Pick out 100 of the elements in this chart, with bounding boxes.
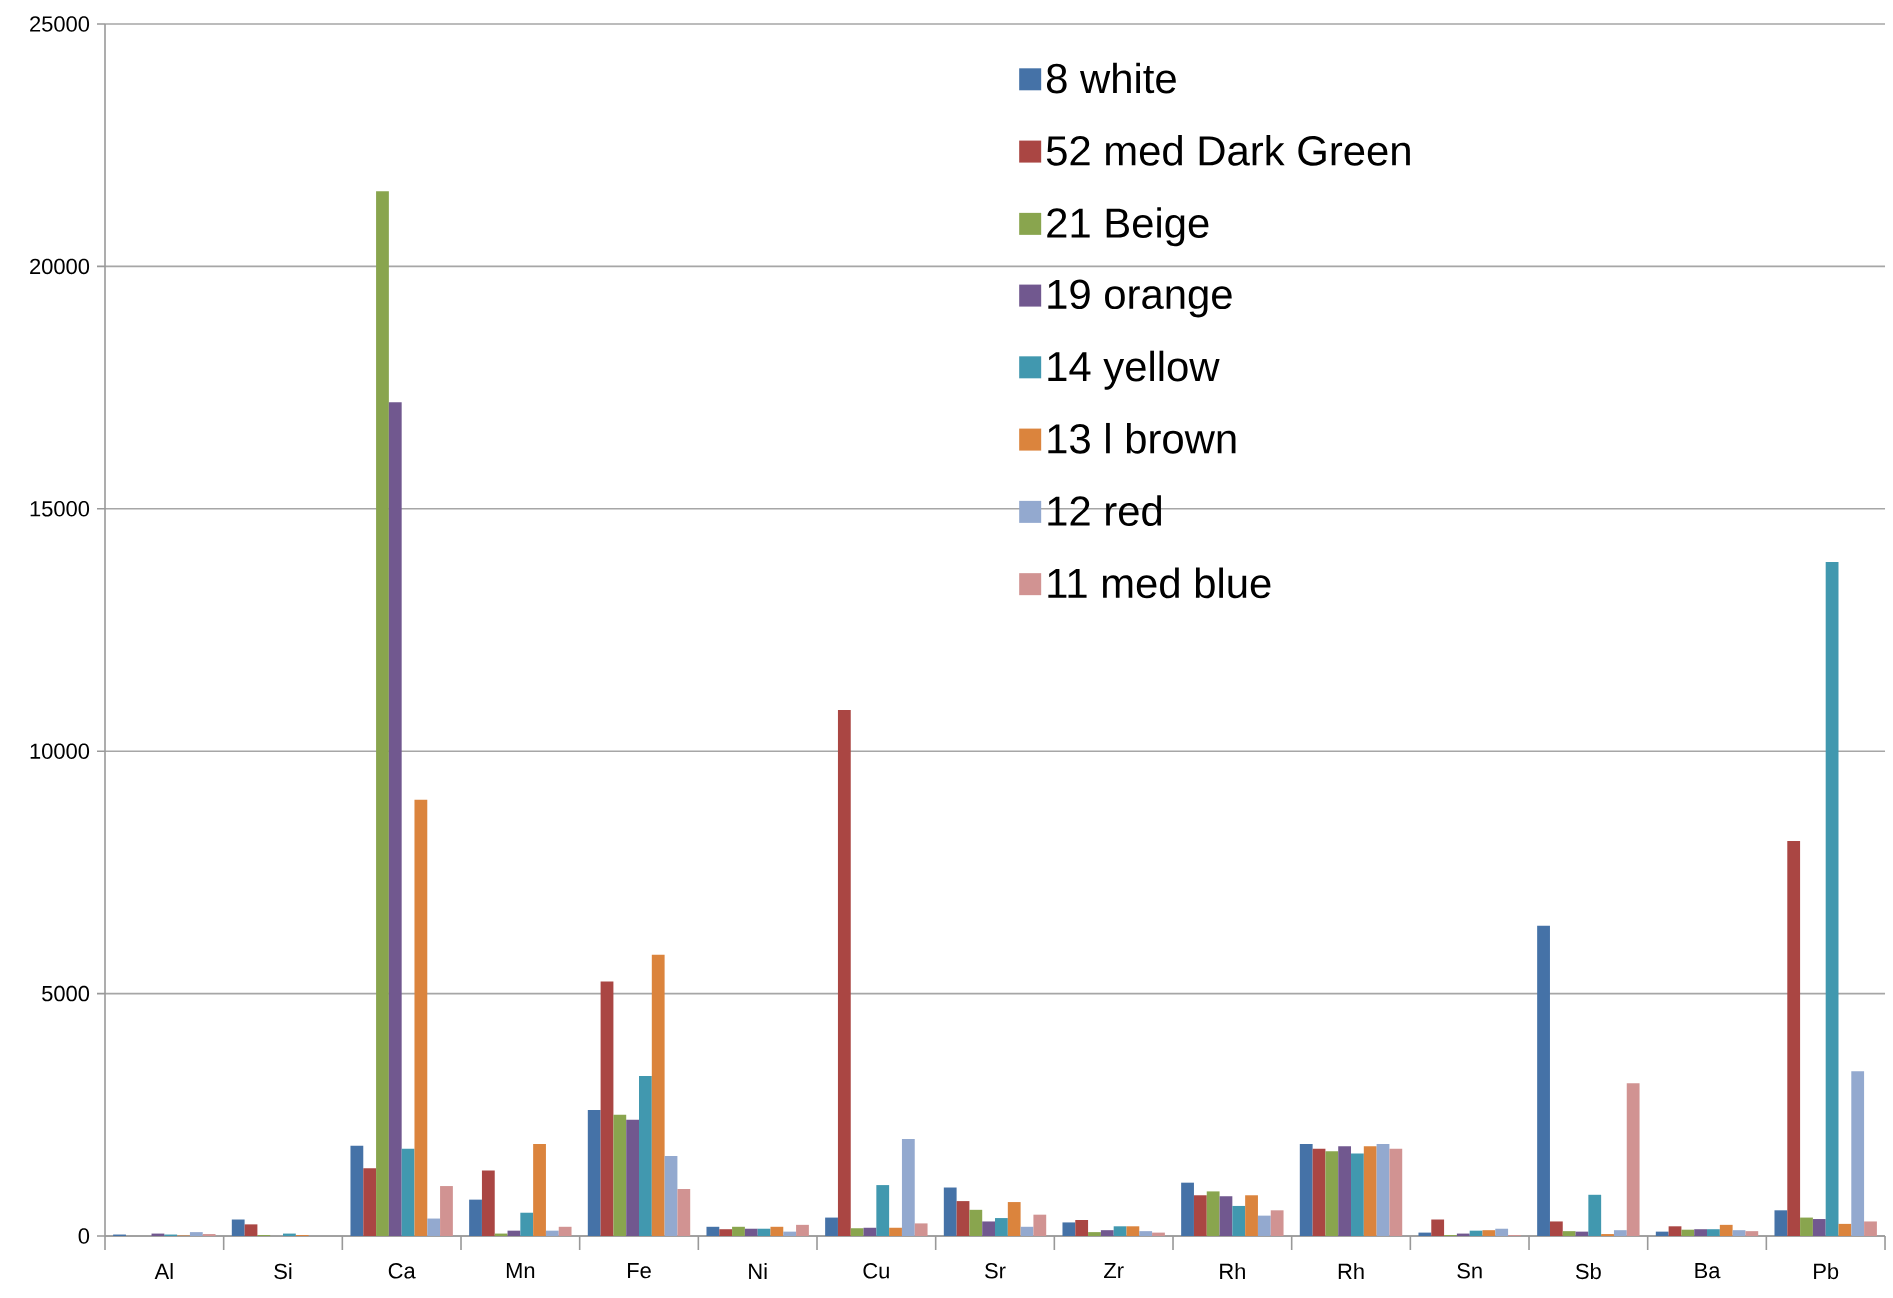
bar — [1681, 1229, 1695, 1236]
bar — [744, 1228, 758, 1236]
bar — [189, 1232, 203, 1236]
bar — [1588, 1194, 1602, 1236]
bar — [469, 1199, 482, 1236]
bar — [1562, 1231, 1576, 1236]
bar — [1495, 1228, 1509, 1236]
y-tick-label: 25000 — [30, 16, 90, 32]
bar — [1325, 1151, 1339, 1236]
bar — [850, 1228, 864, 1236]
bar — [677, 1188, 691, 1236]
bar — [545, 1230, 559, 1236]
bar — [1033, 1214, 1047, 1236]
x-tick-label: Fe — [628, 1263, 651, 1279]
x-tick-label: Ni — [749, 1263, 767, 1279]
bar — [600, 981, 614, 1236]
bar — [1812, 1219, 1826, 1236]
bar — [956, 1201, 970, 1236]
bar — [427, 1218, 441, 1236]
bar — [1719, 1224, 1733, 1236]
bar — [350, 1145, 364, 1236]
bar — [757, 1228, 771, 1236]
bar — [1088, 1232, 1101, 1236]
bar — [1219, 1196, 1233, 1236]
bar — [1232, 1205, 1246, 1236]
bar — [1431, 1219, 1445, 1236]
bar — [363, 1168, 377, 1236]
bar — [1668, 1226, 1682, 1236]
bar — [639, 1076, 652, 1236]
bar — [1206, 1191, 1220, 1236]
bar — [796, 1224, 809, 1236]
bar — [481, 1170, 495, 1236]
bar — [613, 1114, 627, 1236]
legend-label: 8 white — [1046, 62, 1176, 94]
bar — [1825, 562, 1839, 1236]
bar — [943, 1187, 957, 1236]
x-tick-label: Sr — [985, 1263, 1006, 1279]
bar — [664, 1156, 678, 1236]
legend-label: 13 l brown — [1048, 422, 1236, 454]
bar — [440, 1186, 453, 1236]
bar — [1245, 1195, 1258, 1236]
bar — [1075, 1220, 1089, 1236]
x-tick-label: Al — [154, 1263, 173, 1279]
bar — [719, 1229, 733, 1236]
bar — [1864, 1221, 1877, 1236]
bar — [1100, 1230, 1114, 1236]
bar — [783, 1231, 797, 1236]
x-tick-label: Rh — [1220, 1263, 1245, 1279]
x-tick-label: Pb — [1814, 1263, 1839, 1280]
y-tick-label: 15000 — [30, 501, 90, 517]
x-tick-label: Cu — [863, 1263, 889, 1279]
x-tick-label: Ba — [1695, 1263, 1721, 1279]
bar — [863, 1227, 877, 1236]
x-tick-label: Mn — [506, 1263, 535, 1279]
bar — [1613, 1230, 1627, 1236]
legend-label: 19 orange — [1048, 279, 1232, 318]
bar — [825, 1217, 838, 1236]
bar — [901, 1139, 915, 1236]
y-tick-label: 5000 — [42, 985, 90, 1002]
bar — [1745, 1231, 1759, 1236]
bar — [376, 191, 389, 1236]
bar — [837, 709, 851, 1236]
bar — [231, 1219, 245, 1236]
x-tick-label: Si — [274, 1263, 292, 1280]
bar — [876, 1185, 890, 1236]
bar — [520, 1212, 534, 1236]
bar — [1851, 1071, 1865, 1236]
bar — [533, 1143, 546, 1236]
bar — [1312, 1148, 1326, 1236]
bar — [1626, 1083, 1640, 1236]
bar — [388, 402, 402, 1236]
y-tick-label: 0 — [78, 1228, 90, 1244]
bar — [1389, 1148, 1403, 1236]
bar — [1732, 1230, 1746, 1236]
legend-label: 12 red — [1048, 495, 1162, 526]
legend-label: 21 Beige — [1047, 207, 1209, 247]
legend-label: 52 med Dark Green — [1046, 134, 1410, 166]
y-tick-label: 10000 — [30, 743, 90, 759]
bar — [1376, 1143, 1390, 1236]
bar — [982, 1221, 996, 1236]
bar — [732, 1226, 745, 1236]
bar — [1351, 1153, 1364, 1236]
bar — [1113, 1226, 1127, 1236]
bar — [1139, 1231, 1153, 1236]
bar — [1007, 1202, 1021, 1236]
bar — [1338, 1146, 1352, 1236]
x-tick-label: Rh — [1338, 1263, 1364, 1279]
bar — [1482, 1230, 1496, 1236]
y-tick-label: 20000 — [30, 258, 90, 275]
legend-label: 14 yellow — [1048, 350, 1220, 390]
bar — [1418, 1232, 1432, 1236]
bar — [1800, 1217, 1813, 1236]
bar — [558, 1226, 572, 1236]
bar — [770, 1226, 784, 1236]
bar — [401, 1148, 415, 1236]
bar — [1838, 1223, 1852, 1236]
bar — [889, 1227, 902, 1236]
bar — [1549, 1221, 1563, 1236]
bar — [1193, 1195, 1207, 1236]
bar — [244, 1224, 258, 1236]
